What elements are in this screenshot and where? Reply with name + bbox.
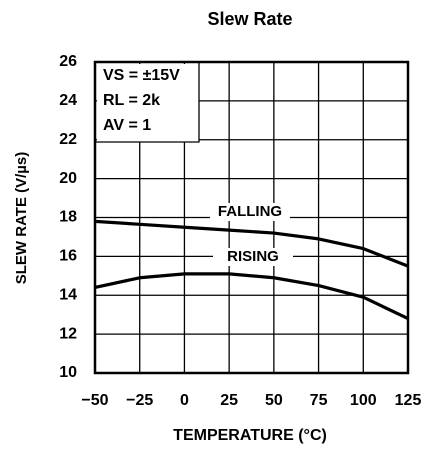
label-bg <box>210 203 290 221</box>
y-tick-label: 18 <box>59 209 77 226</box>
chart-title: Slew Rate <box>207 9 292 29</box>
x-tick-label: 50 <box>265 392 283 409</box>
y-tick-label: 16 <box>59 248 77 265</box>
annotation: AV = 1 <box>103 117 151 134</box>
annotation-box <box>97 64 199 142</box>
annotation: RL = 2k <box>103 92 160 109</box>
series-label: FALLING <box>218 203 282 220</box>
label-bg <box>213 248 293 266</box>
y-tick-label: 24 <box>59 92 77 109</box>
x-tick-label: 125 <box>395 392 422 409</box>
y-axis-label: SLEW RATE (V/µs) <box>13 152 30 285</box>
y-tick-label: 20 <box>59 170 77 187</box>
x-tick-label: −25 <box>126 392 153 409</box>
x-tick-label: 75 <box>310 392 328 409</box>
plot-border <box>93 60 410 375</box>
x-axis-label: TEMPERATURE (°C) <box>173 427 327 444</box>
line <box>94 219 409 268</box>
x-tick-label: 25 <box>220 392 238 409</box>
line <box>94 272 409 321</box>
x-tick-label: −50 <box>81 392 108 409</box>
y-tick-label: 26 <box>59 53 77 70</box>
y-tick-label: 22 <box>59 131 77 148</box>
x-tick-label: 0 <box>180 392 189 409</box>
y-tick-label: 12 <box>59 325 77 342</box>
y-tick-label: 14 <box>59 286 77 303</box>
annotation: VS = ±15V <box>103 67 180 84</box>
y-tick-label: 10 <box>59 364 77 381</box>
series-label: RISING <box>227 248 279 265</box>
annotation-box-edge <box>95 62 200 143</box>
x-tick-label: 100 <box>350 392 377 409</box>
